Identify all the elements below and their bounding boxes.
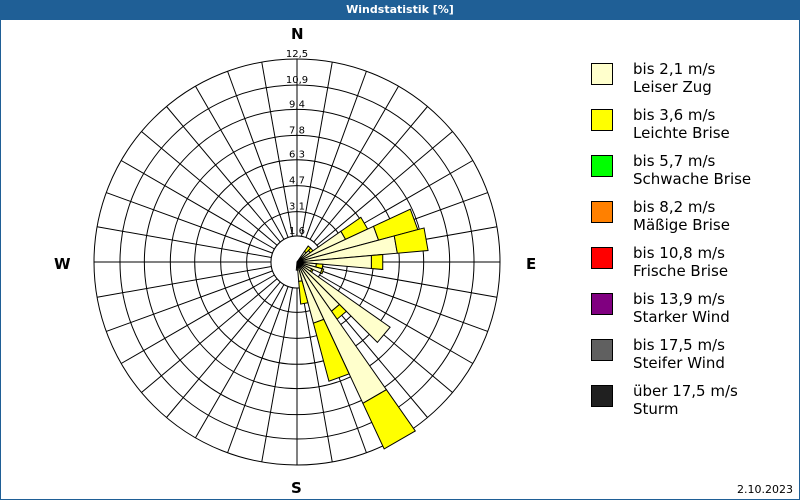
legend-name: Steifer Wind: [633, 354, 725, 372]
svg-text:10,9: 10,9: [286, 75, 308, 86]
legend-range: bis 3,6 m/s: [633, 106, 716, 124]
legend-swatch: [591, 385, 613, 407]
legend-name: Sturm: [633, 400, 679, 418]
legend-swatch: [591, 339, 613, 361]
legend-name: Schwache Brise: [633, 170, 752, 188]
legend-range: bis 5,7 m/s: [633, 152, 716, 170]
legend-range: bis 10,8 m/s: [633, 244, 725, 262]
svg-text:9,4: 9,4: [289, 99, 305, 110]
svg-text:1,6: 1,6: [289, 226, 305, 237]
legend-name: Frische Brise: [633, 262, 729, 280]
legend-range: bis 8,2 m/s: [633, 198, 716, 216]
svg-text:7,8: 7,8: [289, 125, 305, 136]
legend-swatch: [591, 63, 613, 85]
chart-frame: 1,6 3,1 4,7 6,3 7,8 9,4 10,9 12,5 N E S W bis 2…: [0, 20, 800, 500]
svg-text:4,7: 4,7: [289, 176, 305, 187]
legend-swatch: [591, 155, 613, 177]
direction-west: W: [54, 255, 71, 273]
direction-north: N: [291, 25, 304, 43]
wind-rose-plot: 1,6 3,1 4,7 6,3 7,8 9,4 10,9 12,5: [93, 49, 501, 466]
legend-range: bis 2,1 m/s: [633, 60, 716, 78]
direction-south: S: [291, 479, 302, 497]
legend-swatch: [591, 247, 613, 269]
svg-text:3,1: 3,1: [289, 202, 305, 213]
legend-name: Leichte Brise: [633, 124, 730, 142]
chart-title: Windstatistik [%]: [0, 0, 800, 20]
direction-east: E: [526, 255, 537, 273]
legend-range: bis 13,9 m/s: [633, 290, 725, 308]
legend-name: Leiser Zug: [633, 78, 712, 96]
svg-text:6,3: 6,3: [289, 150, 305, 161]
date-label: 2.10.2023: [737, 483, 793, 496]
legend-range: bis 17,5 m/s: [633, 336, 725, 354]
legend-swatch: [591, 293, 613, 315]
legend-swatch: [591, 109, 613, 131]
legend-swatch: [591, 201, 613, 223]
legend-name: Starker Wind: [633, 308, 730, 326]
legend-range: über 17,5 m/s: [633, 382, 738, 400]
svg-text:12,5: 12,5: [286, 49, 308, 60]
legend-name: Mäßige Brise: [633, 216, 730, 234]
